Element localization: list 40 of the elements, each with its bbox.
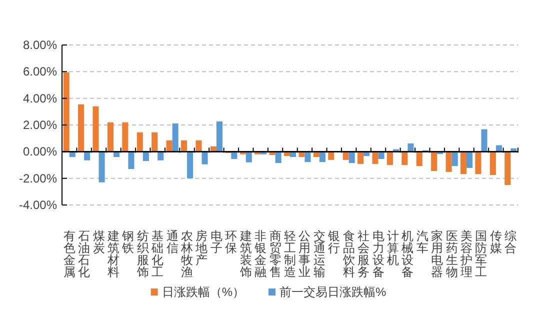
x-tick-label: 商贸零售 <box>269 229 282 279</box>
x-tick-label: 机械设备 <box>402 229 414 279</box>
x-tick-label: 食品饮料 <box>342 229 355 279</box>
x-tick-label: 纺织服饰 <box>136 229 149 279</box>
x-tick-label: 石油石化 <box>78 229 90 279</box>
x-tick-label: 轻工制造 <box>284 229 296 279</box>
x-tick-label: 电力设备 <box>372 229 384 279</box>
x-tick-label: 环保 <box>225 229 238 255</box>
y-tick-label: 6.00% <box>22 64 58 79</box>
x-tick-label: 综合 <box>504 229 517 255</box>
x-tick-label: 医药生物 <box>446 229 458 279</box>
x-tick-label: 家用电器 <box>431 229 444 279</box>
y-tick-label: -2.00% <box>18 171 58 186</box>
y-tick-label: 0.00% <box>22 144 58 159</box>
y-tick-label: -4.00% <box>18 198 58 212</box>
x-tick-label: 美容护理 <box>460 229 473 279</box>
x-tick-label: 国防军工 <box>475 229 488 279</box>
x-tick-label: 建筑装饰 <box>238 229 252 279</box>
legend-label: 日涨跌幅（%） <box>162 285 244 299</box>
x-tick-label: 钢铁 <box>121 229 134 255</box>
x-tick-label: 有色金属 <box>63 229 76 279</box>
x-tick-label: 非银金融 <box>254 229 267 279</box>
x-tick-label: 计算机 <box>386 229 399 267</box>
y-tick-label: 2.00% <box>22 118 58 132</box>
x-tick-label: 农林牧渔 <box>180 229 194 279</box>
x-tick-label: 房地产 <box>194 229 208 267</box>
x-tick-label: 公用事业 <box>298 229 311 279</box>
x-tick-label: 传媒 <box>490 229 502 255</box>
x-tick-label: 交通运输 <box>313 229 326 279</box>
x-tick-label: 汽车 <box>416 229 428 255</box>
x-tick-label: 银行 <box>327 229 340 255</box>
y-tick-label: 8.00% <box>22 38 58 52</box>
y-tick-label: 4.00% <box>22 91 58 106</box>
x-tick-label: 电子 <box>210 229 222 255</box>
x-tick-label: 煤炭 <box>92 229 105 255</box>
x-tick-label: 通信 <box>166 229 178 255</box>
x-tick-label: 社会服务 <box>358 229 370 279</box>
legend-label: 前一交易日涨跌幅% <box>280 285 386 299</box>
x-tick-label: 基础化工 <box>150 229 164 279</box>
x-tick-label: 建筑材料 <box>106 229 120 279</box>
